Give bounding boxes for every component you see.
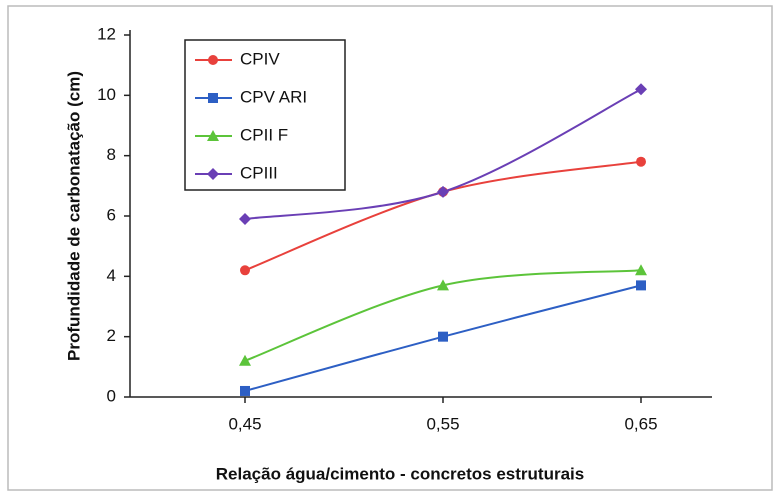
y-tick-label: 0 (107, 386, 116, 405)
y-tick-label: 2 (107, 326, 116, 345)
legend-label: CPV ARI (240, 87, 307, 106)
legend-label: CPIV (240, 49, 280, 68)
y-tick-label: 4 (107, 266, 116, 285)
frame (7, 5, 773, 491)
x-tick-label: 0,55 (426, 414, 459, 433)
legend-label: CPII F (240, 125, 288, 144)
marker (636, 156, 646, 167)
marker (207, 168, 219, 180)
y-tick-label: 12 (97, 24, 116, 43)
y-tick-label: 8 (107, 145, 116, 164)
x-tick-label: 0,45 (228, 414, 261, 433)
marker (239, 213, 251, 226)
marker (636, 280, 646, 291)
x-axis-title: Relação água/cimento - concretos estrutu… (216, 464, 584, 483)
marker (208, 55, 218, 65)
marker (438, 331, 448, 342)
marker (240, 385, 250, 396)
y-tick-label: 6 (107, 205, 116, 224)
marker (240, 265, 250, 276)
legend-label: CPIII (240, 163, 278, 182)
marker (207, 130, 219, 141)
x-tick-label: 0,65 (624, 414, 657, 433)
marker (635, 83, 647, 96)
marker (208, 93, 218, 103)
marker (635, 264, 647, 276)
marker (239, 354, 251, 366)
marker (437, 185, 449, 198)
legend-box (184, 39, 346, 191)
y-tick-label: 10 (97, 85, 116, 104)
y-axis-title: Profundidade de carbonatação (cm) (64, 71, 83, 361)
marker (437, 279, 449, 291)
